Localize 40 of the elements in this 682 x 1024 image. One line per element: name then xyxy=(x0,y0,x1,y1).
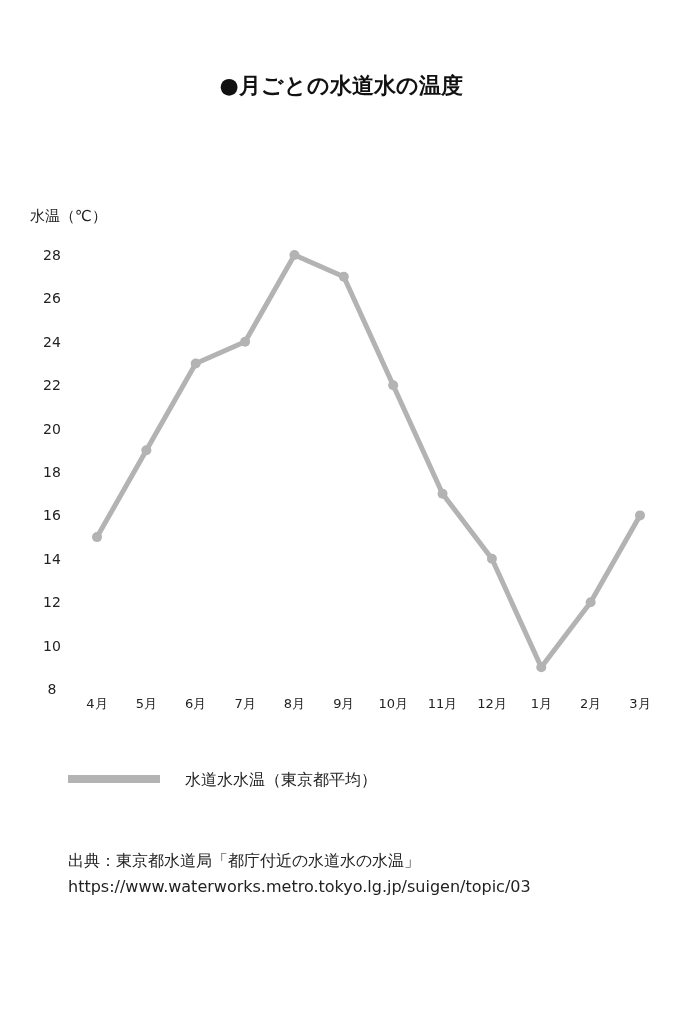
x-tick-label: 10月 xyxy=(378,696,408,711)
y-axis-title: 水温（℃） xyxy=(30,207,107,225)
point xyxy=(190,358,201,369)
x-tick-label: 7月 xyxy=(234,696,256,711)
x-tick-label: 5月 xyxy=(135,696,157,711)
source-note: 出典：東京都水道局「都庁付近の水道水の水温」 xyxy=(68,851,420,870)
point xyxy=(437,488,448,499)
y-tick-label: 20 xyxy=(43,420,61,437)
chart-title: ●月ごとの水道水の温度 xyxy=(219,73,463,98)
y-tick-label: 18 xyxy=(43,464,61,480)
point xyxy=(486,553,497,564)
text: https://www.waterworks.metro.tokyo.lg.jp/suigen/topic/03 xyxy=(68,877,531,896)
y-tick-label: 10 xyxy=(43,637,61,654)
point xyxy=(240,336,251,347)
x-tick-label: 2月 xyxy=(580,696,602,711)
x-tick-label: 12月 xyxy=(477,696,507,711)
x-tick-label: 6月 xyxy=(185,696,207,711)
point xyxy=(289,250,300,260)
y-tick-label: 16 xyxy=(43,507,61,524)
y-tick-label: 14 xyxy=(43,550,61,567)
point xyxy=(338,271,349,282)
point xyxy=(92,532,102,543)
y-tick-label: 26 xyxy=(43,290,61,307)
y-tick-label: 24 xyxy=(43,333,61,350)
x-tick-label: 3月 xyxy=(629,696,651,711)
point xyxy=(585,597,596,608)
point xyxy=(536,662,547,673)
x-tick-label: 8月 xyxy=(283,696,306,711)
point xyxy=(141,445,152,456)
point xyxy=(388,380,399,391)
y-tick-label: 12 xyxy=(43,594,61,611)
point xyxy=(635,510,645,521)
y-tick-label: 8 xyxy=(47,681,57,697)
y-tick-label: 28 xyxy=(43,247,61,263)
y-tick-label: 22 xyxy=(43,377,61,394)
x-tick-label: 9月 xyxy=(333,696,355,711)
text: 水道水水温（東京都平均） xyxy=(185,770,377,789)
x-tick-label: 11月 xyxy=(427,696,458,711)
x-tick-label: 1月 xyxy=(530,696,552,711)
x-tick-label: 4月 xyxy=(86,696,108,711)
